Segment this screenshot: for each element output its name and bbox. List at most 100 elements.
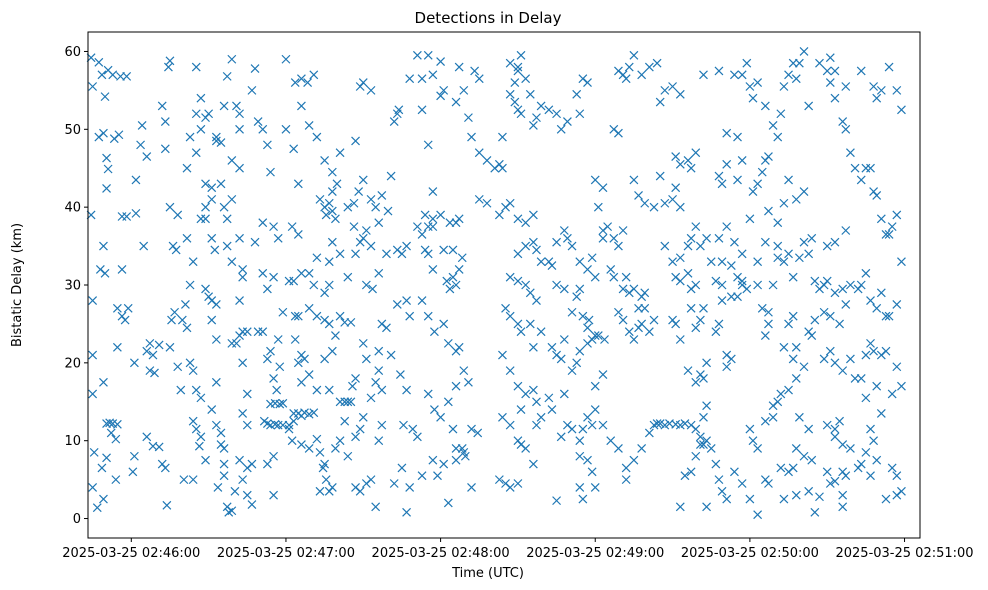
data-point [335, 148, 345, 158]
data-point [764, 206, 773, 216]
data-point [327, 237, 337, 247]
data-point [181, 300, 190, 309]
data-point [866, 296, 875, 305]
data-point [776, 389, 786, 399]
data-point [123, 303, 133, 313]
data-point [788, 272, 798, 282]
data-point [473, 428, 483, 438]
data-point [278, 398, 288, 408]
data-point [324, 257, 334, 267]
data-point [804, 486, 814, 496]
data-point [660, 85, 670, 95]
data-point [513, 62, 523, 72]
data-point [671, 152, 681, 161]
data-point [102, 184, 111, 193]
data-point [247, 500, 257, 509]
data-point [374, 346, 384, 356]
data-point [423, 311, 433, 321]
data-point [825, 53, 835, 63]
data-point [397, 249, 407, 259]
data-point [278, 307, 288, 317]
data-point [861, 268, 871, 278]
data-point [395, 370, 405, 379]
data-point [443, 498, 453, 508]
data-point [717, 280, 727, 290]
data-point [290, 78, 300, 88]
data-point [428, 187, 438, 197]
data-point [275, 362, 285, 372]
data-point [686, 467, 696, 477]
data-point [598, 420, 608, 430]
data-point [327, 187, 337, 197]
data-point [304, 444, 314, 453]
data-point [451, 381, 461, 391]
data-point [737, 479, 747, 488]
data-point [505, 198, 515, 208]
data-point [287, 222, 297, 232]
data-point [211, 420, 221, 430]
data-point [296, 268, 306, 278]
data-point [575, 257, 585, 267]
data-point [188, 475, 198, 485]
data-point [556, 354, 566, 364]
data-point [467, 424, 476, 434]
data-point [841, 226, 851, 235]
data-point [699, 412, 708, 422]
data-point [262, 354, 272, 364]
data-point [711, 276, 721, 286]
data-point [699, 303, 708, 313]
data-point [799, 237, 809, 247]
data-point [366, 241, 376, 251]
data-point [238, 272, 248, 282]
data-point [525, 319, 535, 329]
data-point [459, 447, 469, 457]
data-point [232, 338, 241, 348]
data-point [513, 66, 523, 76]
data-point [856, 373, 866, 383]
data-point [196, 393, 206, 403]
data-point [270, 419, 280, 429]
data-point [99, 241, 108, 251]
data-point [275, 399, 285, 409]
data-markers [86, 47, 906, 520]
data-point [764, 319, 773, 329]
data-point [825, 311, 835, 321]
data-point [562, 233, 572, 243]
data-point [621, 74, 631, 84]
data-point [423, 389, 433, 399]
data-point [714, 319, 724, 329]
data-point [600, 335, 609, 344]
data-point [216, 138, 226, 147]
data-point [528, 385, 538, 395]
data-point [207, 315, 217, 325]
y-tick-label: 30 [64, 279, 81, 294]
data-point [699, 373, 708, 383]
data-point [293, 179, 303, 189]
data-point [830, 288, 840, 298]
data-point [825, 78, 835, 88]
data-point [773, 218, 783, 228]
data-point [439, 245, 449, 255]
x-axis-label: Time (UTC) [451, 566, 524, 581]
data-point [216, 179, 226, 189]
data-point [402, 385, 411, 395]
data-point [103, 164, 113, 174]
data-point [590, 482, 600, 492]
data-point [457, 253, 467, 263]
data-point [371, 377, 381, 387]
data-point [188, 416, 198, 426]
data-point [742, 58, 752, 68]
data-point [791, 490, 801, 500]
data-point [408, 424, 418, 434]
data-point [513, 381, 523, 391]
data-point [99, 377, 108, 387]
data-point [729, 70, 739, 80]
data-point [320, 354, 330, 364]
data-point [470, 66, 480, 76]
data-point [587, 253, 597, 263]
data-point [748, 93, 758, 103]
data-point [467, 482, 476, 492]
data-point [331, 444, 340, 453]
data-point [722, 222, 732, 232]
data-point [637, 444, 647, 453]
